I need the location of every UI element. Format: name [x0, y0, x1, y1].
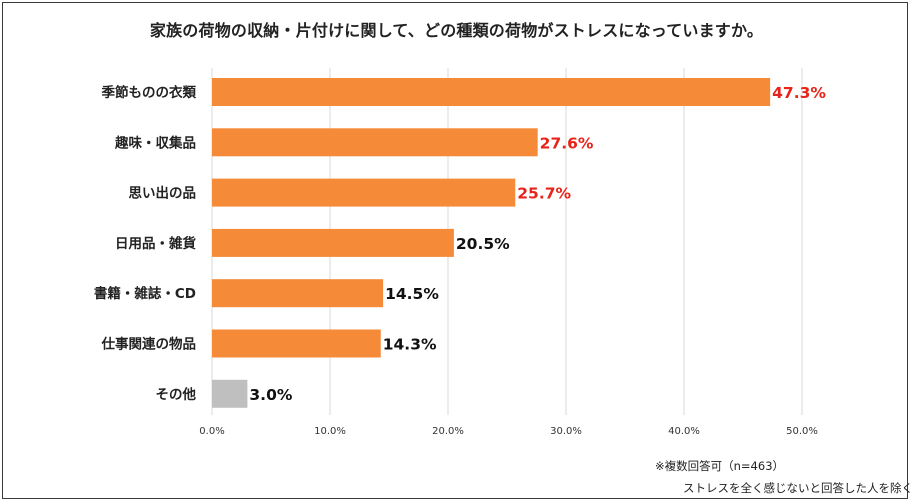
- exclusion-note: ストレスを全く感じないと回答した人を除く: [683, 481, 913, 495]
- bar: [212, 228, 454, 257]
- bar: [212, 329, 381, 358]
- bar: [212, 279, 384, 308]
- category-label: 仕事関連の物品: [101, 336, 197, 353]
- x-tick-label: 20.0%: [432, 426, 464, 437]
- x-tick-label: 40.0%: [668, 426, 700, 437]
- x-axis-ticks: 0.0% 10.0% 20.0% 30.0% 40.0% 50.0%: [199, 426, 818, 437]
- bar: [212, 78, 771, 106]
- value-label: 27.6%: [540, 134, 594, 152]
- sample-size-note: ※複数回答可（n=463）: [655, 459, 785, 473]
- category-label: 思い出の品: [129, 185, 197, 202]
- category-label: その他: [156, 386, 197, 403]
- category-label: 趣味・収集品: [114, 134, 196, 151]
- bar: [212, 379, 248, 408]
- value-label: 14.5%: [385, 285, 439, 303]
- chart-title: 家族の荷物の収納・片付けに関して、どの種類の荷物がストレスになっていますか。: [149, 21, 764, 40]
- category-label: 書籍・雑誌・CD: [94, 285, 196, 302]
- x-tick-label: 10.0%: [314, 426, 346, 437]
- value-label: 14.3%: [383, 336, 437, 354]
- value-label: 3.0%: [249, 386, 292, 404]
- value-label: 20.5%: [456, 235, 510, 253]
- bar: [212, 128, 538, 157]
- x-tick-label: 30.0%: [550, 426, 582, 437]
- value-label: 25.7%: [517, 185, 571, 203]
- category-label: 日用品・雑貨: [115, 235, 196, 252]
- bars: [212, 78, 771, 408]
- x-tick-label: 50.0%: [786, 426, 818, 437]
- value-labels: 47.3% 27.6% 25.7% 20.5% 14.5% 14.3% 3.0%: [249, 84, 826, 404]
- bar: [212, 178, 516, 207]
- category-label: 季節ものの衣類: [101, 84, 197, 101]
- x-tick-label: 0.0%: [199, 426, 224, 437]
- value-label: 47.3%: [772, 84, 826, 102]
